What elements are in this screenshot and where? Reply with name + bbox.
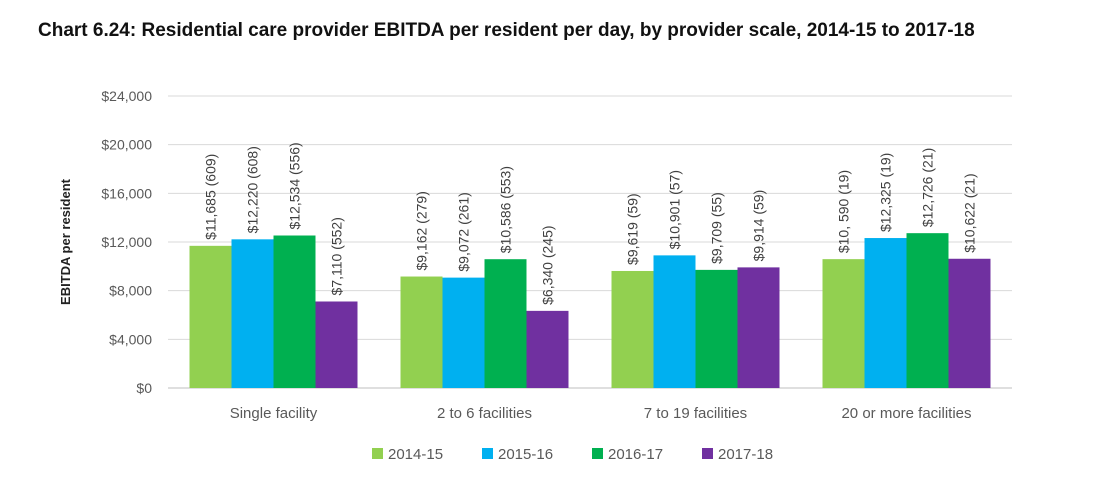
data-label: $12,534 (556) <box>287 142 303 229</box>
legend-label: 2015-16 <box>498 446 553 463</box>
data-label: $10,586 (553) <box>498 166 514 253</box>
legend-swatch <box>592 448 603 459</box>
bar <box>484 259 527 388</box>
data-label: $12,325 (19) <box>878 153 894 232</box>
y-tick-label: $0 <box>136 380 152 396</box>
y-tick-label: $4,000 <box>109 331 152 347</box>
y-tick-label: $24,000 <box>101 88 152 104</box>
data-label: $10,901 (57) <box>667 170 683 249</box>
bar <box>695 269 738 388</box>
data-label: $11,685 (609) <box>203 154 219 240</box>
data-label: $9,072 (261) <box>456 192 472 271</box>
data-label: $10,622 (21) <box>962 173 978 252</box>
legend-swatch <box>482 448 493 459</box>
bar <box>231 239 274 388</box>
data-label: $7,110 (552) <box>329 217 345 295</box>
data-label: $9,914 (59) <box>751 190 767 262</box>
bar <box>737 267 780 388</box>
bar <box>273 235 316 388</box>
bar <box>315 301 358 388</box>
y-axis-label: EBITDA per resident <box>58 178 73 305</box>
data-label: $9,162 (279) <box>414 191 430 270</box>
bar <box>442 277 485 388</box>
category-label: 2 to 6 facilities <box>437 405 532 422</box>
bar <box>400 276 443 388</box>
bar <box>948 258 991 388</box>
y-tick-label: $12,000 <box>101 234 152 250</box>
bar <box>611 270 654 388</box>
data-label: $10, 590 (19) <box>836 170 852 253</box>
bar <box>189 245 232 388</box>
data-label: $9,709 (55) <box>709 192 725 264</box>
data-label: $12,220 (608) <box>245 146 261 233</box>
category-label: Single facility <box>230 405 318 422</box>
y-tick-label: $16,000 <box>101 185 152 201</box>
legend-label: 2016-17 <box>608 446 663 463</box>
data-label: $9,619 (59) <box>625 193 641 265</box>
data-label: $6,340 (245) <box>540 225 556 304</box>
bar <box>864 238 907 388</box>
data-label: $12,726 (21) <box>920 148 936 227</box>
category-label: 7 to 19 facilities <box>644 405 747 422</box>
legend-label: 2014-15 <box>388 446 443 463</box>
y-tick-label: $8,000 <box>109 283 152 299</box>
bar <box>906 233 949 388</box>
legend-swatch <box>702 448 713 459</box>
chart-title: Chart 6.24: Residential care provider EB… <box>38 20 975 41</box>
y-tick-label: $20,000 <box>101 137 152 153</box>
bar <box>526 310 569 388</box>
bar <box>653 255 696 388</box>
category-label: 20 or more facilities <box>841 405 971 422</box>
legend-swatch <box>372 448 383 459</box>
bar <box>822 259 865 388</box>
legend-label: 2017-18 <box>718 446 773 463</box>
